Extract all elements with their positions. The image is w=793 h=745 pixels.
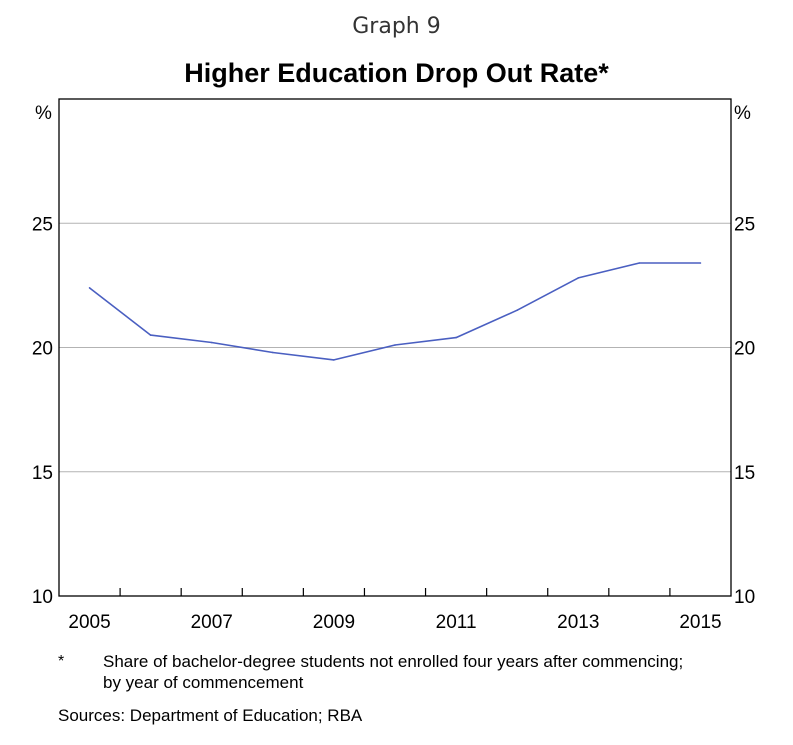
x-tick-label-2005: 2005 [68, 612, 110, 633]
data-point-2010 [394, 344, 396, 346]
data-point-2006 [149, 334, 152, 336]
y-tick-label-left-20: 20 [32, 339, 53, 360]
data-point-2014 [638, 262, 641, 264]
y-tick-label-left-10: 10 [32, 587, 53, 608]
y-axis-unit-left: % [35, 103, 52, 124]
footnote-marker: * [58, 653, 65, 670]
y-axis-unit-right: % [734, 103, 751, 124]
x-tick-label-2015: 2015 [679, 612, 721, 633]
y-tick-label-left-25: 25 [32, 214, 53, 235]
series [88, 262, 702, 361]
x-tick-label-2009: 2009 [313, 612, 355, 633]
y-tick-label-right-10: 10 [734, 587, 755, 608]
x-tick-label-2007: 2007 [191, 612, 233, 633]
y-tick-label-right-25: 25 [734, 214, 755, 235]
y-tick-label-left-15: 15 [32, 463, 53, 484]
y-axis-tick-labels: 10 10 15 15 20 20 25 25 [32, 214, 755, 608]
x-tick-label-2013: 2013 [557, 612, 599, 633]
data-point-2009 [333, 359, 335, 361]
data-point-2013 [577, 277, 580, 279]
x-axis-ticks [119, 588, 671, 596]
x-tick-label-2011: 2011 [436, 612, 477, 633]
gridlines [59, 222, 731, 473]
data-point-2007 [210, 341, 213, 344]
data-point-2012 [516, 309, 518, 312]
graph-number-label: Graph 9 [352, 14, 441, 39]
data-point-2005 [88, 287, 91, 289]
plot-frame [58, 98, 732, 597]
chart-title: Higher Education Drop Out Rate* [184, 58, 609, 88]
footnote-text: Share of bachelor-degree students not en… [103, 652, 684, 692]
sources-note: Sources: Department of Education; RBA [58, 706, 363, 725]
x-axis-tick-labels: 2005 2007 2009 2011 2013 2015 [68, 612, 721, 633]
y-tick-label-right-20: 20 [734, 339, 755, 360]
data-point-2011 [455, 336, 457, 339]
data-point-2015 [699, 262, 702, 264]
y-tick-label-right-15: 15 [734, 463, 755, 484]
data-point-2008 [272, 351, 274, 354]
